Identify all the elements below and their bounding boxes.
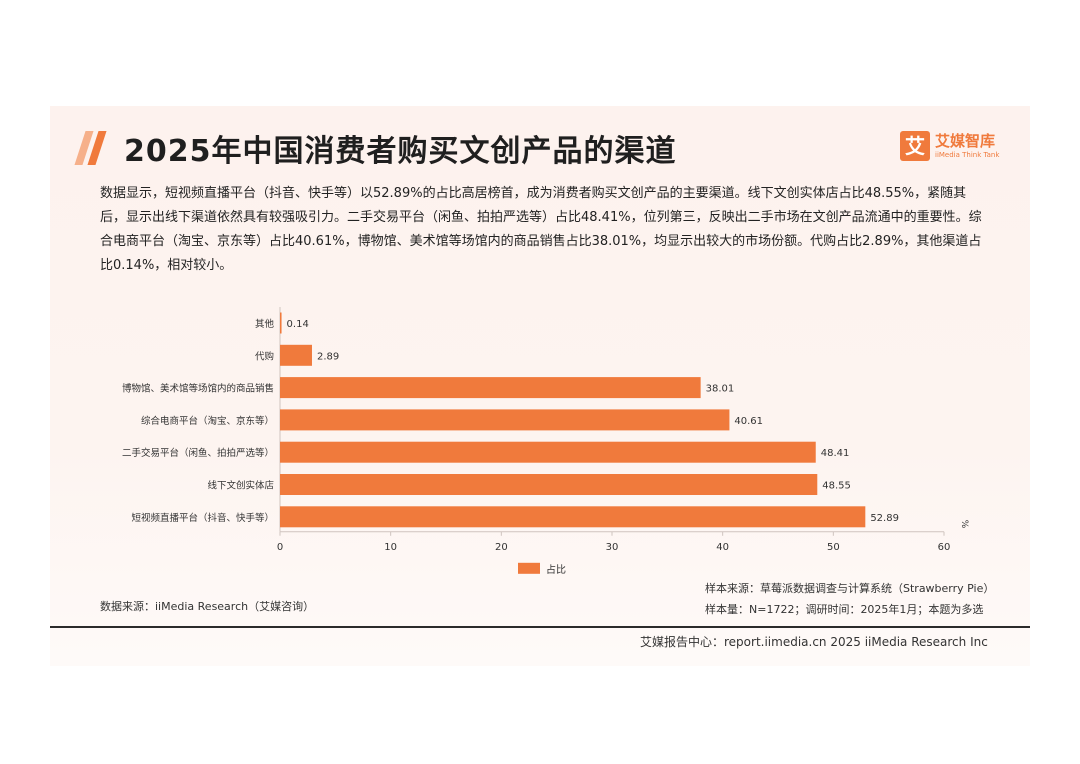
sample-info: 样本来源：草莓派数据调查与计算系统（Strawberry Pie） 样本量：N=… [705,578,994,620]
legend-label: 占比 [546,563,566,576]
bar [280,377,701,399]
y-tick-label: 代购 [255,350,274,362]
sample-source: 样本来源：草莓派数据调查与计算系统（Strawberry Pie） [705,582,995,595]
data-label: 48.41 [821,448,850,459]
logo-mark-icon: 艾 [900,131,930,161]
data-source: 数据来源：iiMedia Research（艾媒咨询） [100,600,315,613]
x-tick-label: 30 [606,542,619,553]
title-bar: 2025年中国消费者购买文创产品的渠道 [74,128,677,169]
x-unit-label: % [959,520,969,529]
bar [280,441,816,463]
y-tick-label: 综合电商平台（淘宝、京东等） [141,415,274,427]
footer-divider [50,626,1030,628]
y-tick-label: 线下文创实体店 [207,480,274,492]
bar [280,344,312,366]
logo-subname: iiMedia Think Tank [935,150,1000,159]
x-tick-label: 0 [277,542,283,553]
bar [280,474,818,495]
data-label: 38.01 [706,384,735,395]
data-label: 52.89 [870,513,899,524]
summary-text: 数据显示，短视频直播平台（抖音、快手等）以52.89%的占比高居榜首，成为消费者… [100,186,982,273]
x-tick-label: 40 [716,542,729,553]
sample-size: 样本量：N=1722；调研时间：2025年1月；本题为多选 [705,603,984,616]
brand-logo: 艾 艾媒智库 iiMedia Think Tank [900,130,999,162]
y-tick-label: 其他 [255,318,275,330]
data-label: 48.55 [822,481,851,492]
bar [280,409,730,431]
page-title: 2025年中国消费者购买文创产品的渠道 [124,134,677,169]
data-label: 2.89 [317,351,339,362]
x-tick-label: 20 [495,542,508,553]
y-tick-label: 短视频直播平台（抖音、快手等） [131,512,274,524]
x-tick-label: 10 [384,542,397,553]
x-tick-label: 50 [827,542,840,553]
data-label: 40.61 [734,416,763,427]
logo-name: 艾媒智库 [935,131,996,150]
legend-swatch [518,562,540,574]
bar [280,506,866,528]
data-label: 0.14 [287,319,309,330]
x-tick-label: 60 [938,542,951,553]
footer-text: 艾媒报告中心：report.iimedia.cn 2025 iiMedia Re… [640,635,988,649]
bar [280,312,282,334]
y-tick-label: 二手交易平台（闲鱼、拍拍严选等） [122,447,274,459]
y-tick-label: 博物馆、美术馆等场馆内的商品销售 [122,383,274,395]
